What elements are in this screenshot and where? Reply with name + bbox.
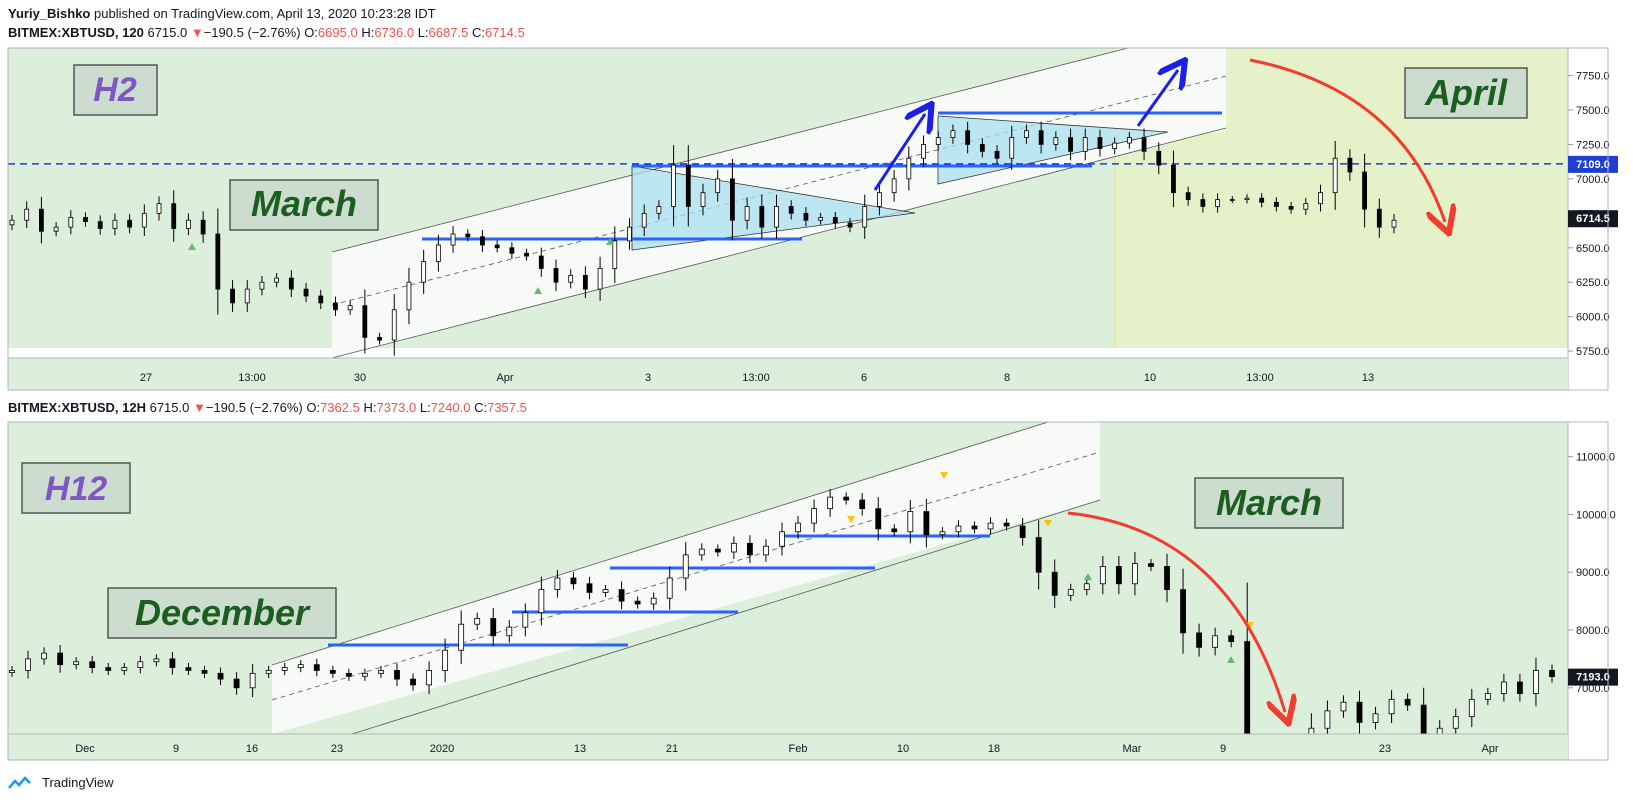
x-tick-label: 27 (140, 372, 152, 384)
label-april[interactable]: April (1405, 68, 1527, 118)
price-tag-last-2-text: 7193.0 (1576, 672, 1610, 684)
panel2[interactable]: 11000.0 10000.0 9000.0 8000.0 7000.0 Dec 9 16 2… (8, 422, 1618, 760)
footer: TradingView (8, 775, 114, 790)
x-tick-label: 13:00 (238, 372, 266, 384)
label-december[interactable]: December (108, 588, 336, 638)
x-tick-label: 23 (1379, 743, 1391, 755)
label-december-text: December (135, 592, 311, 633)
x-tick-label: 10 (897, 743, 909, 755)
y-tick-label: 6250.0 (1576, 277, 1610, 289)
y-tick-label: 7000.0 (1576, 174, 1610, 186)
y-tick-label: 5750.0 (1576, 346, 1610, 358)
y-tick-label: 10000.0 (1576, 509, 1616, 521)
label-h12-text: H12 (45, 470, 107, 508)
x-tick-label: Dec (75, 743, 95, 755)
x-tick-label: 6 (861, 372, 867, 384)
price-tag-last-text: 6714.5 (1576, 213, 1610, 225)
x-tick-label: 30 (354, 372, 366, 384)
x-tick-label: 18 (988, 743, 1000, 755)
label-h12[interactable]: H12 (22, 463, 130, 513)
label-h2[interactable]: H2 (74, 65, 157, 115)
y-tick-label: 8000.0 (1576, 625, 1610, 637)
panel2-price-axis[interactable]: 11000.0 10000.0 9000.0 8000.0 7000.0 (1568, 452, 1616, 695)
label-march-top[interactable]: March (230, 180, 378, 230)
x-tick-label: 13:00 (742, 372, 770, 384)
label-march-bottom[interactable]: March (1195, 478, 1343, 528)
tradingview-logo-icon (8, 776, 38, 790)
label-april-text: April (1424, 72, 1508, 113)
x-tick-label: 9 (173, 743, 179, 755)
x-tick-label: 13 (1362, 372, 1374, 384)
charts-canvas[interactable]: 7750.07500.07250.07000.06750.06500.06250… (0, 0, 1633, 803)
y-tick-label: 9000.0 (1576, 567, 1610, 579)
y-tick-label: 7250.0 (1576, 139, 1610, 151)
x-tick-label: 16 (246, 743, 258, 755)
x-tick-label: 2020 (430, 743, 454, 755)
footer-brand[interactable]: TradingView (42, 775, 114, 790)
x-tick-label: Apr (1481, 743, 1498, 755)
x-tick-label: 10 (1144, 372, 1156, 384)
label-march-bottom-text: March (1216, 482, 1322, 523)
x-tick-label: Apr (496, 372, 513, 384)
x-tick-label: 23 (331, 743, 343, 755)
x-tick-label: 3 (645, 372, 651, 384)
x-tick-label: 13:00 (1246, 372, 1274, 384)
y-tick-label: 11000.0 (1576, 452, 1615, 464)
x-tick-label: 21 (666, 743, 678, 755)
y-tick-label: 6500.0 (1576, 243, 1610, 255)
y-tick-label: 6000.0 (1576, 312, 1610, 324)
x-tick-label: Feb (789, 743, 808, 755)
x-tick-label: 9 (1220, 743, 1226, 755)
y-tick-label: 7750.0 (1576, 71, 1610, 83)
x-tick-label: Mar (1123, 743, 1142, 755)
y-tick-label: 7500.0 (1576, 105, 1610, 117)
x-tick-label: 8 (1004, 372, 1010, 384)
price-tag-hline: 7109.0 (1568, 156, 1618, 173)
label-march-top-text: March (251, 183, 357, 224)
x-tick-label: 13 (574, 743, 586, 755)
price-tag-last-2: 7193.0 (1568, 669, 1618, 686)
price-tag-hline-text: 7109.0 (1576, 159, 1610, 171)
panel1[interactable]: 7750.07500.07250.07000.06750.06500.06250… (8, 48, 1618, 390)
label-h2-text: H2 (93, 71, 137, 109)
price-tag-last: 6714.5 (1568, 210, 1618, 227)
